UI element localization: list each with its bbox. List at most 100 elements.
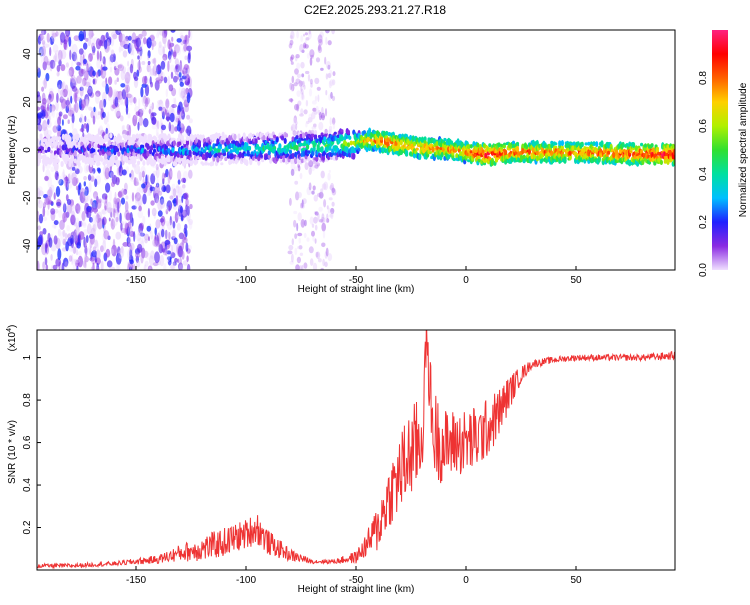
noise-blob [114, 68, 120, 76]
noise-blob [135, 197, 138, 210]
spectrogram-ylabel: Frequency (Hz) [7, 116, 18, 185]
ridge-blob [147, 146, 151, 149]
noise-blob [317, 109, 321, 116]
noise-blob [125, 195, 129, 200]
noise-blob [296, 103, 300, 112]
x-tick-label: -150 [126, 275, 146, 286]
noise-blob [329, 117, 332, 126]
y-tick-label: 0.4 [22, 478, 33, 492]
ridge-blob [137, 148, 141, 154]
noise-blob [51, 107, 56, 118]
ridge-blob [346, 129, 351, 135]
ridge-blob [284, 133, 289, 138]
noise-blob [327, 64, 331, 70]
ridge-blob [562, 148, 566, 153]
noise-blob [129, 43, 134, 56]
ridge-blob [255, 151, 259, 156]
ridge-blob [382, 130, 386, 137]
ridge-blob [148, 156, 153, 159]
noise-blob [151, 207, 157, 217]
noise-blob [321, 242, 326, 248]
noise-blob [53, 192, 56, 200]
noise-blob [115, 263, 120, 270]
noise-blob [293, 210, 298, 215]
noise-blob [97, 128, 101, 136]
noise-blob [296, 62, 301, 70]
noise-blob [74, 165, 78, 171]
noise-blob [136, 233, 142, 242]
noise-blob [78, 48, 84, 55]
noise-blob [106, 260, 113, 268]
noise-blob [48, 94, 52, 100]
noise-blob [133, 181, 140, 186]
ridge-blob [291, 136, 295, 141]
ridge-blob [79, 149, 83, 155]
noise-blob [293, 219, 297, 228]
noise-blob [69, 86, 73, 99]
noise-blob [140, 108, 145, 114]
noise-blob [188, 30, 191, 39]
noise-blob [88, 181, 92, 193]
ridge-blob [57, 136, 62, 141]
noise-blob [128, 94, 134, 103]
noise-blob [82, 188, 88, 199]
noise-blob [150, 230, 154, 240]
ridge-blob [229, 159, 233, 165]
ridge-blob [117, 151, 121, 157]
ridge-blob [259, 154, 263, 158]
ridge-blob [515, 143, 520, 147]
noise-blob [288, 98, 294, 102]
noise-blob [153, 187, 156, 194]
ridge-blob [230, 153, 234, 160]
ridge-blob [659, 159, 664, 165]
noise-blob [155, 219, 161, 229]
noise-blob [45, 72, 50, 82]
noise-blob [300, 202, 303, 209]
noise-blob [66, 224, 71, 232]
noise-blob [172, 229, 176, 239]
noise-blob [144, 97, 149, 108]
noise-blob [101, 198, 107, 204]
noise-blob [108, 76, 113, 85]
noise-blob [94, 239, 99, 249]
noise-blob [137, 61, 141, 70]
ridge-blob [321, 155, 325, 161]
noise-blob [44, 242, 48, 254]
ridge-blob [141, 147, 145, 153]
noise-blob [160, 60, 166, 70]
noise-blob [107, 39, 110, 48]
noise-blob [42, 43, 46, 55]
noise-blob [137, 210, 144, 219]
ridge-blob [241, 141, 245, 146]
ridge-blob [171, 147, 175, 153]
ridge-blob [163, 160, 167, 167]
noise-blob [42, 80, 46, 85]
noise-blob [311, 165, 315, 172]
noise-blob [102, 239, 106, 252]
noise-blob [304, 44, 309, 49]
noise-blob [159, 196, 165, 205]
noise-blob [295, 121, 298, 125]
noise-blob [311, 111, 316, 120]
noise-blob [172, 97, 176, 104]
noise-blob [73, 104, 77, 112]
noise-blob [135, 111, 141, 116]
ridge-blob [634, 145, 638, 152]
noise-blob [136, 243, 143, 253]
noise-blob [154, 192, 160, 204]
noise-blob [151, 124, 157, 130]
noise-blob [79, 191, 86, 204]
noise-blob [179, 264, 184, 270]
noise-blob [129, 96, 134, 106]
noise-blob [309, 78, 313, 85]
noise-blob [119, 95, 123, 106]
noise-blob [44, 175, 49, 181]
noise-blob [105, 83, 109, 95]
noise-blob [60, 49, 67, 60]
ridge-blob [73, 150, 77, 157]
noise-blob [294, 180, 299, 185]
noise-blob [54, 52, 57, 62]
noise-blob [120, 33, 126, 46]
ridge-blob [300, 158, 304, 164]
noise-blob [42, 216, 48, 222]
